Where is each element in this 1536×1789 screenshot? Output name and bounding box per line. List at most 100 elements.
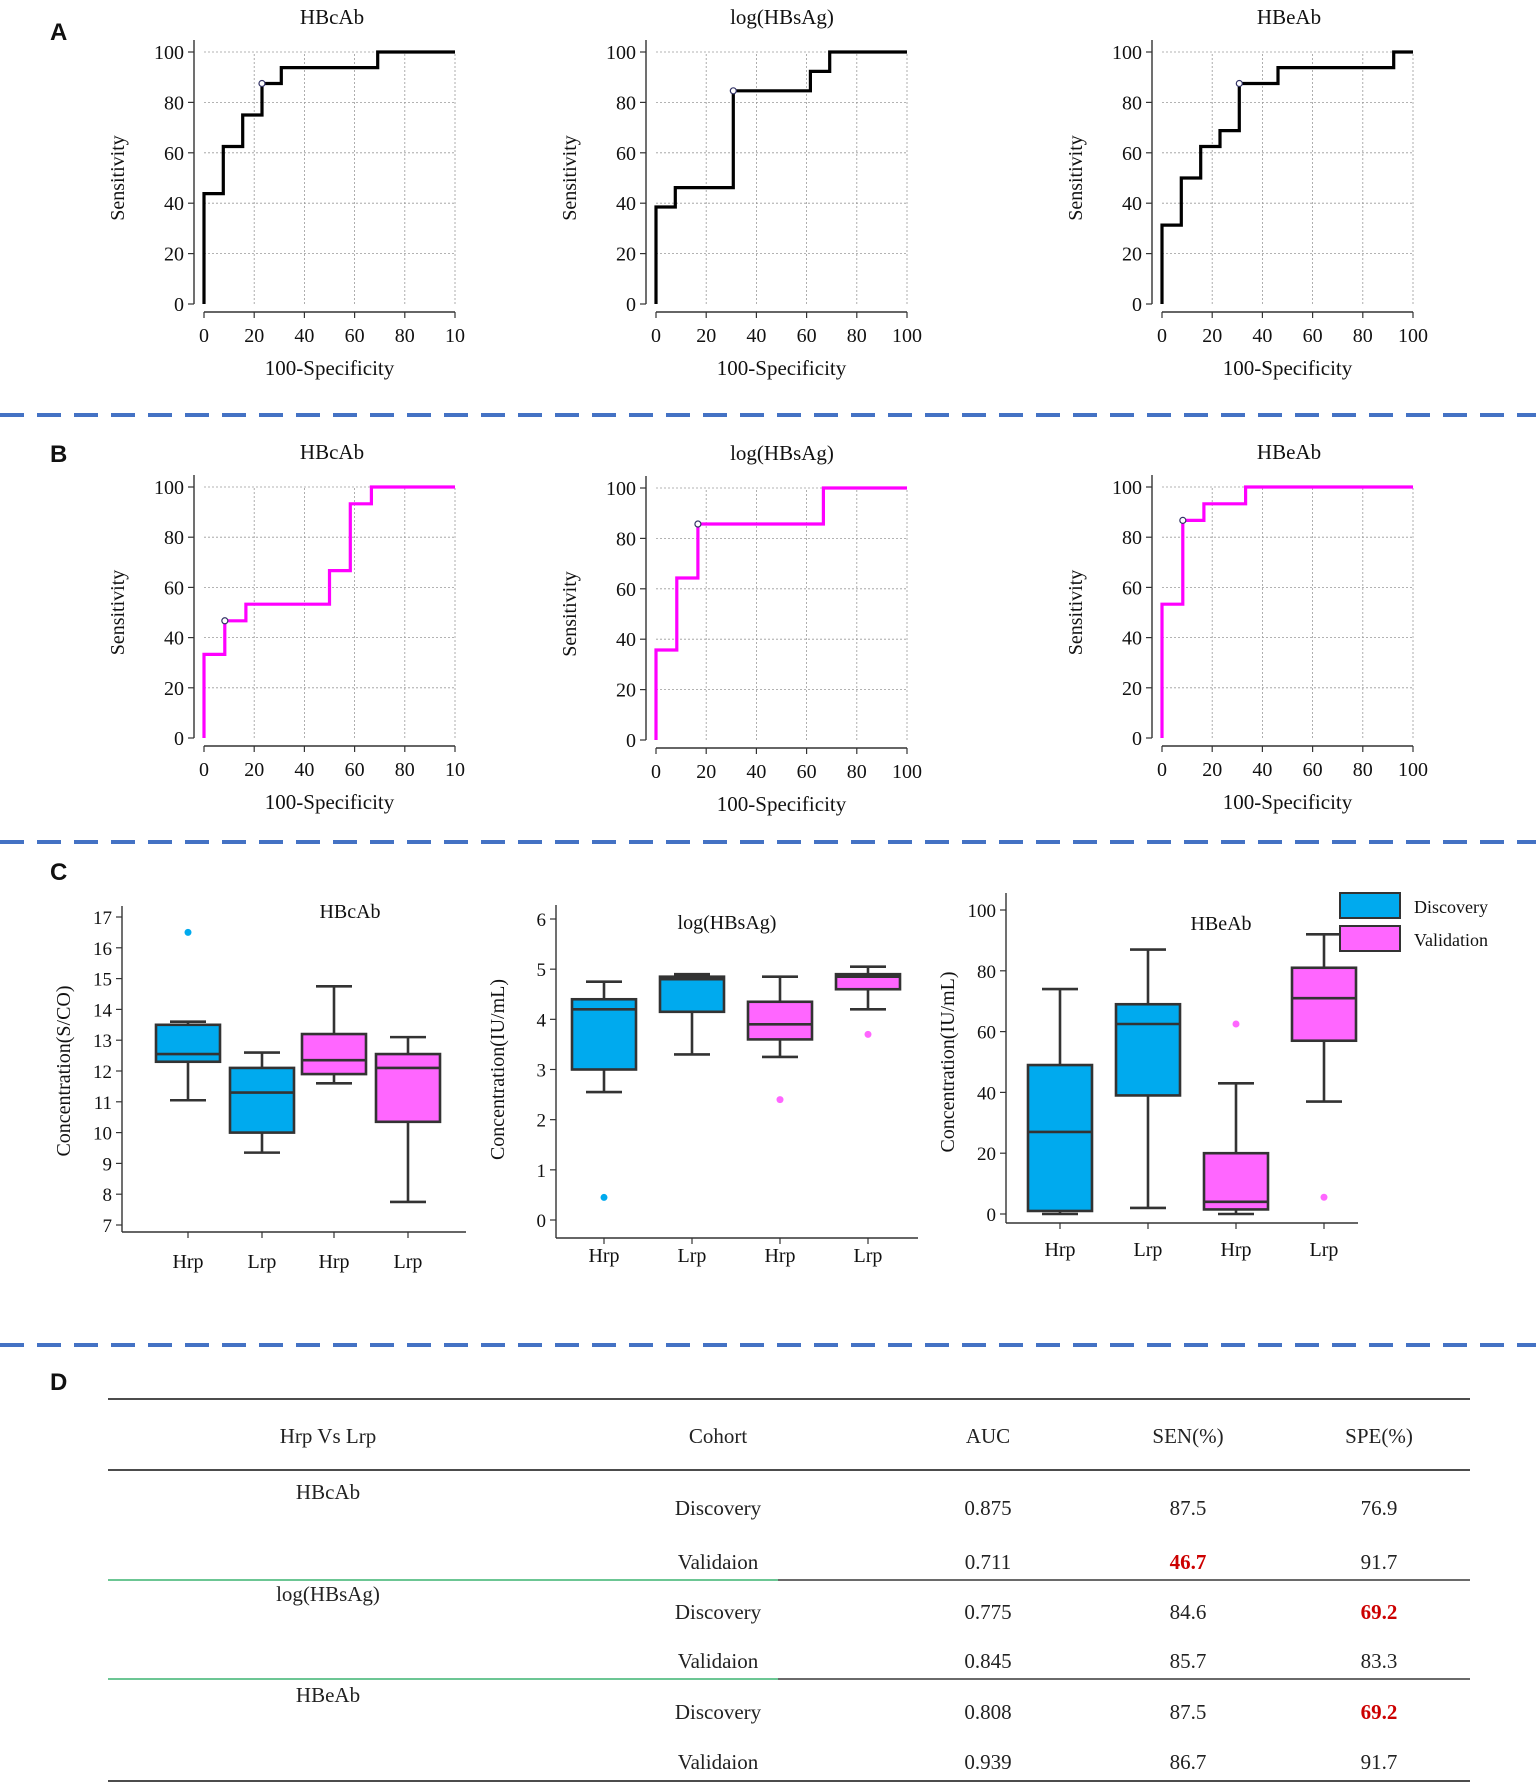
table-cell-spe: 76.9	[1360, 1496, 1398, 1520]
roc-b-hbsag-criterion-point	[694, 520, 702, 528]
box-c-hbsag-ytick-label-1: 1	[537, 1161, 547, 1182]
roc-b-hbeab-xtick-label-1: 20	[1202, 759, 1222, 781]
roc-a-hbcab-xtick-label-4: 80	[395, 325, 415, 347]
box-c-hbcab-box-0	[154, 1023, 222, 1064]
panel-letter-c: C	[50, 859, 67, 886]
roc-a-hbcab-roc-curve	[202, 50, 455, 304]
roc-a-hbsag-ytick-label-5: 100	[606, 42, 636, 64]
box-c-hbsag-ytick-label-0: 0	[537, 1211, 547, 1232]
roc-b-hbeab-ytick-label-5: 100	[1112, 477, 1142, 499]
table-cell-cohort: Validaion	[677, 1750, 759, 1774]
box-c-hbcab-category-label-0: Hrp	[172, 1251, 203, 1273]
box-c-hbsag-box-1	[658, 975, 726, 1014]
roc-b-hbcab-xtick-label-3: 60	[345, 759, 365, 781]
roc-b-hbeab-ylabel: Sensitivity	[1065, 570, 1087, 656]
roc-a-hbcab-ytick-label-0: 0	[174, 294, 184, 316]
legend-label-validation: Validation	[1414, 930, 1488, 950]
roc-b-hbsag-ylabel: Sensitivity	[559, 571, 581, 657]
box-c-hbsag-category-label-2: Hrp	[764, 1245, 795, 1267]
table-cell-marker: HBeAb	[295, 1683, 361, 1707]
table-cell-sen: 87.5	[1169, 1496, 1207, 1520]
table-cell-cohort: Discovery	[674, 1600, 762, 1624]
roc-a-hbeab-ytick-label-0: 0	[1132, 294, 1142, 316]
box-c-hbcab-outlier-0-0	[184, 928, 192, 936]
table-cell-auc: 0.775	[964, 1600, 1012, 1624]
roc-a-hbsag-ytick-label-0: 0	[626, 294, 636, 316]
roc-a-hbeab-xtick-label-2: 40	[1252, 325, 1272, 347]
roc-a-hbcab-ytick-label-5: 100	[154, 42, 184, 64]
roc-a-hbsag-ytick-label-4: 80	[616, 92, 636, 114]
table-header-2: AUC	[965, 1424, 1011, 1448]
box-c-hbsag-box-2	[746, 1000, 814, 1041]
box-c-hbsag-outlier-0-0	[600, 1193, 608, 1201]
box-c-hbsag-category-label-1: Lrp	[678, 1245, 707, 1267]
roc-b-hbeab-xtick-label-3: 60	[1303, 759, 1323, 781]
roc-b-hbeab-xtick-label-5: 100	[1398, 759, 1428, 781]
box-c-hbcab-ytick-label-7: 14	[93, 1000, 113, 1021]
roc-b-hbsag-ytick-label-0: 0	[626, 730, 636, 752]
roc-b-hbcab-xtick-label-0: 0	[199, 759, 209, 781]
box-c-hbeab-ytick-label-5: 100	[968, 901, 997, 922]
roc-a-hbeab-ytick-label-1: 20	[1122, 244, 1142, 266]
roc-b-hbeab-ytick-label-2: 40	[1122, 628, 1142, 650]
box-c-hbcab-box-1	[228, 1066, 296, 1134]
roc-a-hbeab-ylabel: Sensitivity	[1065, 135, 1087, 221]
box-c-hbeab-ytick-label-2: 40	[977, 1083, 996, 1104]
roc-a-hbeab-xlabel: 100-Specificity	[1223, 356, 1353, 380]
roc-a-hbsag-ytick-label-2: 40	[616, 193, 636, 215]
box-c-hbeab-ytick-label-4: 80	[977, 962, 996, 983]
roc-a-hbeab-xtick-label-1: 20	[1202, 325, 1222, 347]
box-c-hbcab-ylabel: Concentration(S/CO)	[53, 985, 75, 1156]
roc-a-hbcab-title: HBcAb	[300, 5, 364, 29]
roc-b-hbeab-ytick-label-0: 0	[1132, 728, 1142, 750]
panel-letter-b: B	[50, 441, 67, 468]
roc-b-hbcab-criterion-point	[221, 617, 229, 625]
roc-a-hbcab-xtick-label-1: 20	[244, 325, 264, 347]
table-cell-spe: 91.7	[1360, 1750, 1398, 1774]
box-c-hbcab-ytick-label-0: 7	[103, 1216, 113, 1237]
roc-b-hbsag-xtick-label-2: 40	[746, 761, 766, 783]
box-c-hbcab-ytick-label-6: 13	[93, 1031, 112, 1052]
table-cell-auc: 0.711	[964, 1550, 1012, 1574]
roc-a-hbeab-ytick-label-3: 60	[1122, 143, 1142, 165]
box-c-hbcab-ytick-label-1: 8	[103, 1185, 113, 1206]
box-c-hbeab-category-label-1: Lrp	[1134, 1239, 1163, 1261]
table-header-0: Hrp Vs Lrp	[279, 1424, 377, 1448]
box-c-hbeab-ytick-label-0: 0	[987, 1205, 997, 1226]
roc-a-hbsag-xtick-label-2: 40	[746, 325, 766, 347]
panel-letter-a: A	[50, 19, 67, 46]
roc-b-hbsag-xtick-label-0: 0	[651, 761, 661, 783]
roc-b-hbcab-xtick-label-1: 20	[244, 759, 264, 781]
box-c-hbsag-outlier-2-0	[776, 1096, 784, 1104]
table-cell-spe: 83.3	[1360, 1649, 1398, 1673]
box-c-hbcab-ytick-label-10: 17	[93, 908, 112, 929]
box-c-hbcab-ytick-label-8: 15	[93, 970, 112, 991]
box-c-hbcab-ytick-label-5: 12	[93, 1062, 112, 1083]
roc-a-hbeab-xtick-label-3: 60	[1303, 325, 1323, 347]
roc-b-hbcab-xtick-label-2: 40	[294, 759, 314, 781]
legend-swatch-validation	[1339, 925, 1401, 952]
table-cell-auc: 0.808	[964, 1700, 1012, 1724]
roc-b-hbeab-ytick-label-4: 80	[1122, 527, 1142, 549]
box-c-hbsag-outlier-3-0	[864, 1030, 872, 1038]
box-c-hbeab-box-0	[1026, 1063, 1094, 1213]
roc-b-hbeab-criterion-point	[1179, 516, 1187, 524]
roc-a-hbsag-ytick-label-3: 60	[616, 143, 636, 165]
roc-b-hbcab-ytick-label-1: 20	[164, 678, 184, 700]
roc-b-hbsag-xtick-label-5: 100	[892, 761, 922, 783]
table-cell-cohort: Discovery	[674, 1700, 762, 1724]
table-cell-sen: 86.7	[1169, 1750, 1207, 1774]
box-c-hbeab-outlier-3-0	[1320, 1193, 1328, 1201]
roc-a-hbcab-criterion-point	[258, 79, 266, 88]
table-cell-cohort: Validaion	[677, 1649, 759, 1673]
roc-b-hbsag-ytick-label-1: 20	[616, 680, 636, 702]
roc-b-hbcab-xlabel: 100-Specificity	[265, 790, 395, 814]
roc-b-hbsag-title: log(HBsAg)	[730, 441, 834, 465]
box-c-hbsag-ylabel: Concentration(IU/mL)	[487, 979, 509, 1160]
box-c-hbeab-box-3	[1290, 966, 1358, 1043]
table-cell-auc: 0.875	[964, 1496, 1012, 1520]
roc-a-hbcab-xtick-label-3: 60	[345, 325, 365, 347]
roc-b-hbcab-ytick-label-4: 80	[164, 527, 184, 549]
roc-b-hbcab-roc-curve	[202, 485, 455, 738]
